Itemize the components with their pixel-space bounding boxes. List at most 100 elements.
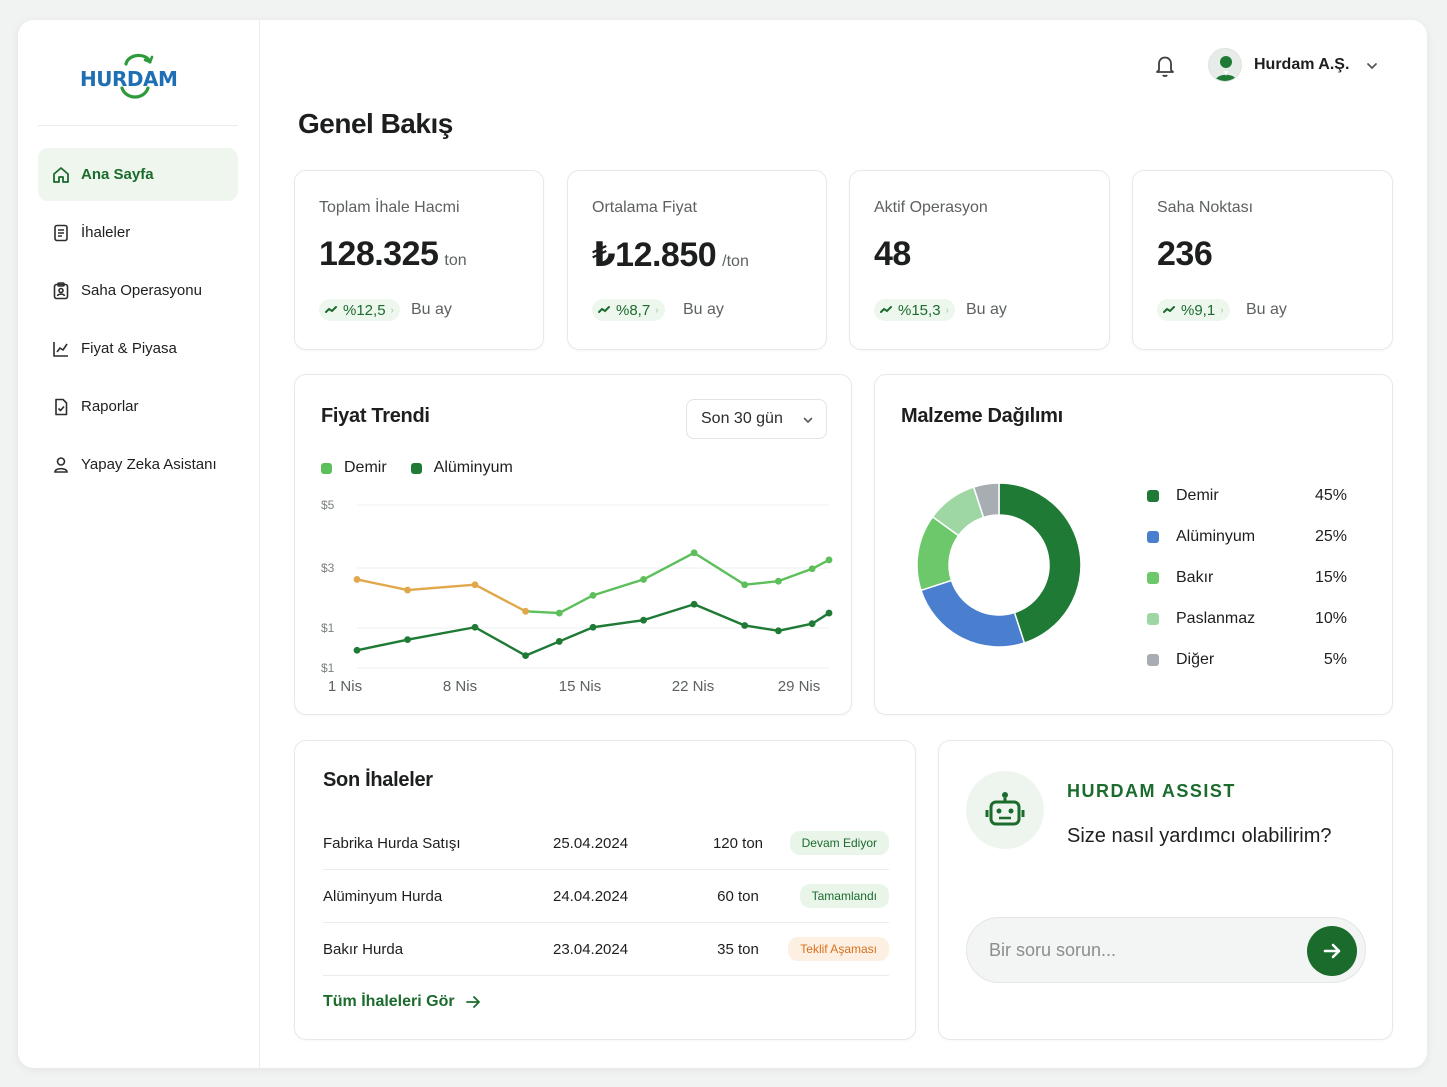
trend-up-icon — [598, 306, 610, 313]
date-range-select[interactable]: Son 30 gün — [686, 399, 827, 439]
data-point — [640, 616, 647, 624]
legend-swatch — [321, 462, 332, 474]
tender-name: Fabrika Hurda Satışı — [323, 834, 461, 852]
series-line-segment — [743, 624, 780, 632]
tender-amount: 120 ton — [712, 834, 764, 852]
legend-swatch — [1147, 571, 1159, 584]
stat-card-active-operations: Aktif Operasyon 48 %15,3 › Bu ay — [849, 170, 1110, 350]
recent-tenders-card: Son İhaleler Fabrika Hurda Satışı 25.04.… — [294, 740, 916, 1040]
stat-number: 128.325 — [319, 235, 439, 273]
logo-text: HURDAM — [80, 67, 178, 91]
stat-period: Bu ay — [411, 301, 452, 318]
sidebar-item-saha-operasyonu[interactable]: Saha Operasyonu — [38, 264, 238, 317]
sidebar-item-raporlar[interactable]: Raporlar — [38, 380, 238, 433]
line-chart-icon — [53, 341, 68, 357]
legend-row: Alüminyum 25% — [1147, 516, 1347, 557]
stat-period: Bu ay — [966, 301, 1007, 318]
table-row[interactable]: Fabrika Hurda Satışı 25.04.2024 120 ton … — [323, 817, 889, 870]
sidebar-item-ana-sayfa[interactable]: Ana Sayfa — [38, 148, 238, 201]
trend-up-icon — [1163, 306, 1175, 313]
logo-swoosh-icon — [120, 53, 154, 99]
legend-row: Paslanmaz 10% — [1147, 598, 1347, 639]
assistant-question-input[interactable] — [989, 936, 1289, 964]
legend-label: Diğer — [1176, 650, 1215, 668]
assistant-card: HURDAM ASSIST Size nasıl yardımcı olabil… — [938, 740, 1393, 1040]
report-icon — [55, 398, 68, 415]
trend-up-icon — [880, 306, 892, 313]
data-point — [690, 549, 698, 557]
trend-badge: %9,1 › — [1157, 299, 1230, 321]
legend-label: Paslanmaz — [1176, 609, 1256, 627]
y-tick-label: $3 — [321, 561, 335, 575]
clipboard-user-icon — [53, 281, 69, 299]
legend-percent: 10% — [1314, 609, 1347, 627]
data-point — [555, 638, 563, 645]
data-point — [589, 591, 597, 599]
sidebar-item-fiyat-piyasa[interactable]: Fiyat & Piyasa — [38, 322, 238, 375]
sidebar-item-label: Raporlar — [81, 398, 139, 415]
trend-value: %8,7 — [616, 301, 651, 319]
legend-percent: 5% — [1323, 650, 1347, 668]
data-point — [825, 556, 833, 564]
series-line-segment — [692, 603, 746, 627]
trend-badge: %15,3 › — [874, 299, 955, 321]
sidebar-item-ihaleler[interactable]: İhaleler — [38, 206, 238, 259]
series-line-segment — [777, 567, 814, 583]
date-range-value: Son 30 gün — [701, 410, 783, 427]
sidebar-item-yapay-zeka-asistani[interactable]: Yapay Zeka Asistanı — [38, 438, 238, 491]
view-all-tenders-link[interactable]: Tüm İhaleleri Gör — [323, 993, 481, 1011]
status-badge: Tamamlandı — [799, 884, 889, 908]
table-row[interactable]: Bakır Hurda 23.04.2024 35 ton Teklif Aşa… — [323, 923, 889, 976]
chevron-down-icon[interactable] — [1364, 58, 1380, 74]
data-point — [589, 623, 597, 631]
legend-label: Demir — [1176, 486, 1219, 504]
donut-slice-alüminyum — [920, 579, 1026, 648]
material-donut-chart — [916, 482, 1082, 648]
series-line-segment — [355, 578, 409, 592]
legend-label: Alüminyum — [433, 459, 513, 476]
y-tick-label: $1 — [321, 661, 335, 675]
user-name[interactable]: Hurdam A.Ş. — [1254, 56, 1350, 73]
tender-amount: 60 ton — [717, 887, 759, 905]
stat-value: 128.325 ton — [319, 235, 467, 274]
trend-value: %15,3 — [898, 301, 941, 319]
avatar[interactable] — [1208, 48, 1242, 82]
trend-arrow-icon: › — [390, 304, 394, 316]
tender-date: 23.04.2024 — [553, 940, 629, 958]
view-all-label: Tüm İhaleleri Gör — [323, 993, 455, 1010]
chevron-down-icon — [803, 417, 813, 424]
arrow-right-icon — [1323, 943, 1341, 959]
data-point — [353, 576, 361, 583]
data-point — [775, 577, 782, 585]
donut-slice-diğer — [972, 482, 1000, 519]
material-distribution-card: Malzeme Dağılımı Demir 45% Alüminyum 25% B… — [874, 374, 1393, 715]
logo[interactable]: HURDAM — [78, 48, 188, 104]
table-row[interactable]: Alüminyum Hurda 24.04.2024 60 ton Tamaml… — [323, 870, 889, 923]
legend-row: Demir 45% — [1147, 475, 1347, 516]
status-badge: Devam Ediyor — [789, 831, 889, 855]
donut-slice-demir — [998, 482, 1082, 644]
stat-value: ₺12.850/ton — [592, 235, 749, 275]
recent-tenders-title: Son İhaleler — [323, 769, 433, 791]
trend-value: %9,1 — [1181, 301, 1216, 319]
series-line-segment — [692, 551, 746, 586]
data-point — [353, 646, 361, 654]
series-line-segment — [642, 603, 696, 622]
stat-number: ₺12.850 — [592, 236, 717, 274]
stat-unit: ton — [444, 252, 467, 269]
x-tick-label: 8 Nis — [443, 678, 477, 695]
sidebar-divider — [38, 125, 238, 126]
trend-arrow-icon: › — [655, 304, 659, 316]
stat-label: Ortalama Fiyat — [592, 199, 697, 216]
send-button[interactable] — [1307, 926, 1357, 976]
stat-period: Bu ay — [1246, 301, 1287, 318]
tender-date: 25.04.2024 — [553, 834, 629, 852]
chart-legend: Demir Alüminyum — [321, 459, 537, 477]
status-badge: Teklif Aşaması — [788, 937, 889, 961]
document-list-icon — [54, 224, 68, 241]
stat-card-field-points: Saha Noktası 236 %9,1 › Bu ay — [1132, 170, 1393, 350]
bell-icon[interactable] — [1153, 53, 1177, 79]
data-point — [690, 600, 698, 608]
stat-period: Bu ay — [683, 301, 724, 318]
data-point — [471, 623, 479, 631]
